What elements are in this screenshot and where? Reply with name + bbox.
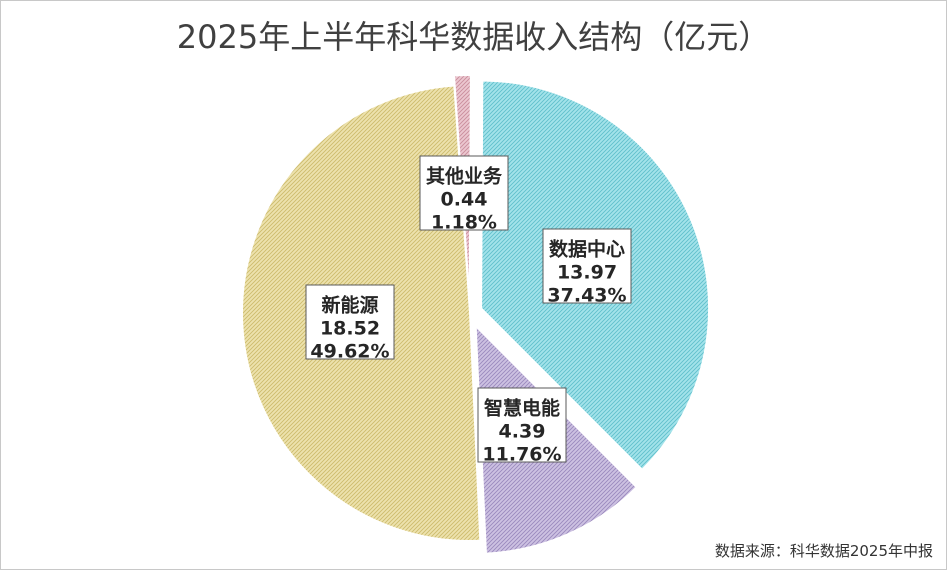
slice-name-label: 其他业务 [426,165,503,188]
slice-value-label: 4.39 [499,421,546,443]
slice-percent-label: 37.43% [547,285,626,307]
data-label-box [419,155,509,231]
slice-percent-label: 49.62% [310,341,389,363]
slice-value-label: 13.97 [557,262,617,284]
data-label-box [477,387,567,463]
slice-value-label: 0.44 [441,189,488,211]
chart-title: 2025年上半年科华数据收入结构（亿元） [176,18,771,56]
slice-name-label: 新能源 [321,294,378,317]
slice-name-label: 智慧电能 [484,397,560,420]
slice-name-label: 数据中心 [549,238,625,261]
slice-value-label: 18.52 [320,318,380,340]
slice-percent-label: 11.76% [482,444,561,466]
data-label-box [305,284,395,360]
slice-percent-label: 1.18% [431,212,497,234]
source-note: 数据来源：科华数据2025年中报 [714,542,933,560]
data-label-box [542,228,632,304]
